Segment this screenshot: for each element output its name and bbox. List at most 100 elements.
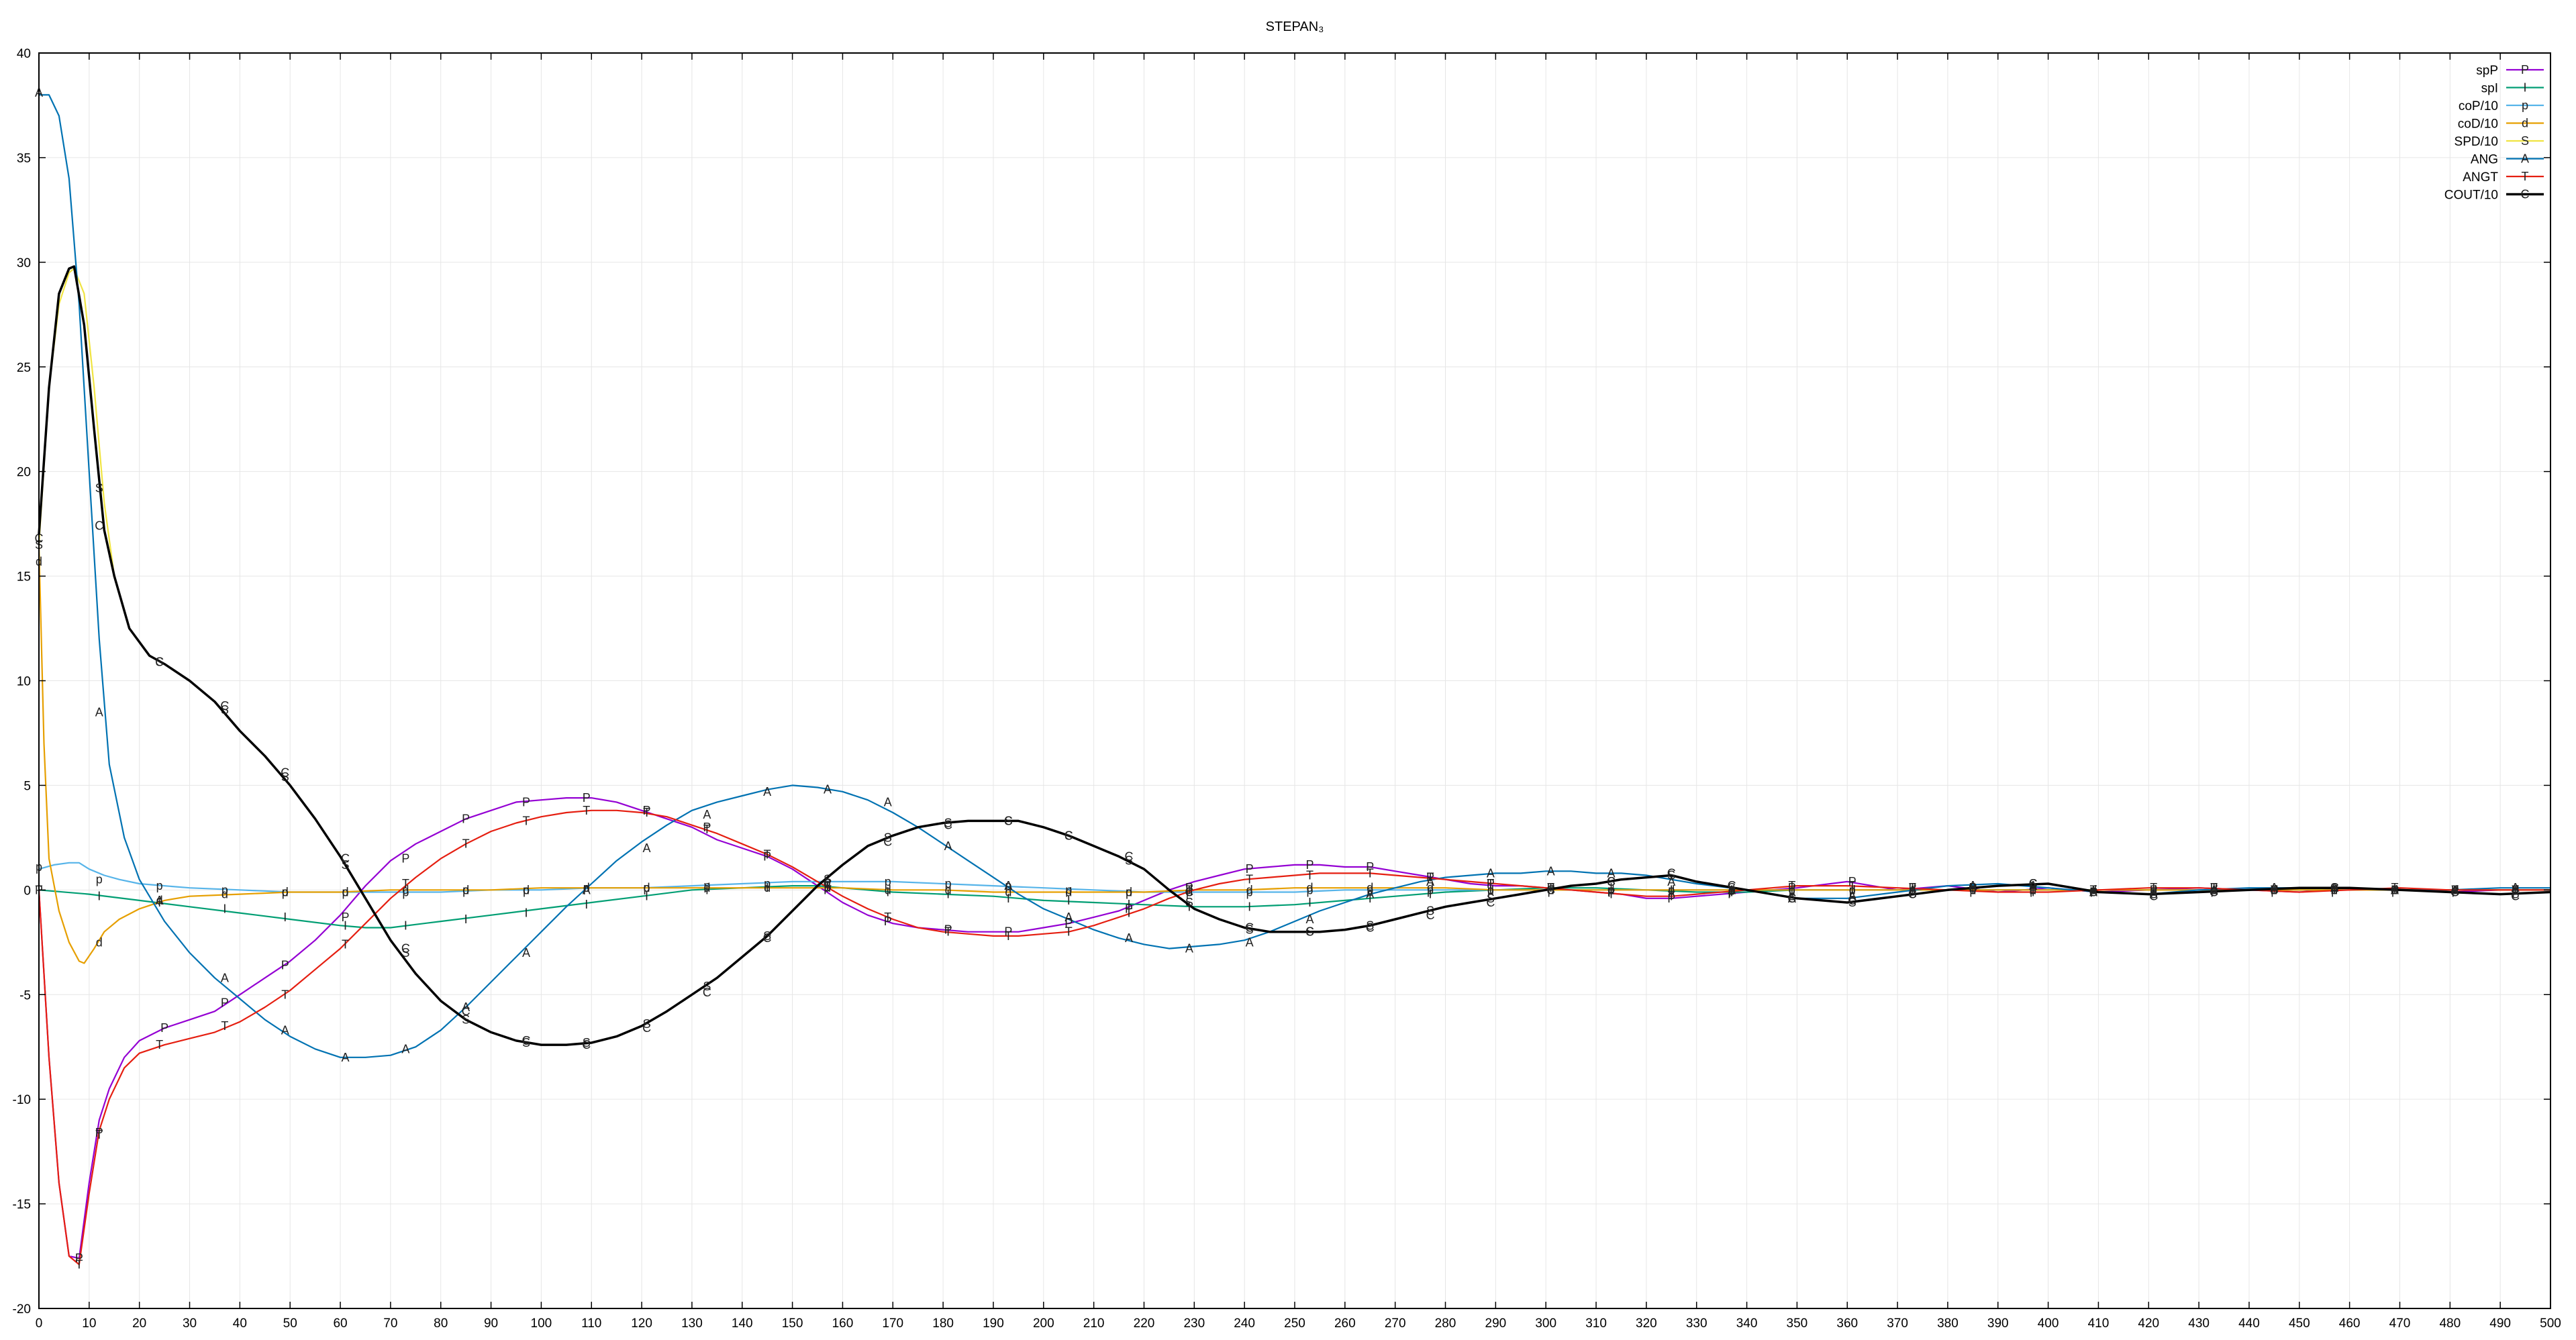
- x-tick-label: 200: [1033, 1317, 1054, 1331]
- series-marker-spp: P: [1909, 881, 1917, 894]
- series-marker-angt: T: [1246, 873, 1253, 886]
- series-marker-cop-10: p: [2150, 883, 2157, 896]
- series-marker-spd-10: S: [1487, 892, 1495, 905]
- x-tick-label: 120: [631, 1317, 652, 1331]
- series-marker-cop-10: p: [156, 879, 163, 892]
- x-tick-label: 270: [1385, 1317, 1406, 1331]
- x-tick-label: 40: [233, 1317, 247, 1331]
- chart-title: STEPAN₃: [1266, 19, 1324, 34]
- series-marker-spp: P: [703, 821, 711, 834]
- series-marker-cop-10: p: [1306, 883, 1313, 896]
- x-tick-label: 110: [581, 1317, 601, 1331]
- series-marker-ang: A: [1909, 883, 1917, 896]
- x-tick-label: 500: [2540, 1317, 2561, 1331]
- series-marker-angt: T: [281, 988, 289, 1001]
- series-marker-spd-10: S: [2270, 883, 2278, 896]
- series-marker-ang: A: [884, 795, 892, 809]
- series-marker-cop-10: p: [2452, 883, 2459, 896]
- series-marker-angt: T: [1547, 881, 1554, 894]
- series-marker-spp: P: [342, 911, 350, 924]
- series-marker-spi: I: [1609, 881, 1613, 894]
- series-marker-cod-10: d: [1487, 883, 1494, 896]
- series-marker-cout-10: C: [1185, 885, 1193, 898]
- series-marker-ang: A: [824, 783, 832, 796]
- series-marker-cop-10: p: [1910, 883, 1916, 896]
- series-marker-cod-10: d: [462, 883, 469, 896]
- y-axis-tick-labels: -20 -15 -10 -5 0 5 10 15 20 25 30 35 40: [13, 47, 31, 1317]
- series-marker-spi: I: [1369, 892, 1372, 905]
- series-marker-angt: T: [2391, 881, 2398, 894]
- series-marker-spd-10: S: [1064, 829, 1073, 842]
- series-marker-cod-10: d: [156, 894, 163, 907]
- series-marker-angt: T: [156, 1038, 163, 1051]
- series-marker-spd-10: S: [2391, 883, 2399, 896]
- legend-marker-spp: P: [2521, 63, 2529, 76]
- y-tick-label: 5: [23, 779, 31, 793]
- x-tick-label: 160: [832, 1317, 854, 1331]
- series-marker-spd-10: S: [944, 817, 952, 830]
- series-marker-cod-10: d: [2452, 883, 2459, 896]
- series-marker-spp: P: [1004, 925, 1012, 939]
- x-tick-label: 130: [681, 1317, 703, 1331]
- x-tick-label: 280: [1435, 1317, 1456, 1331]
- series-marker-cop-10: p: [1728, 883, 1735, 896]
- series-marker-cop-10: p: [1607, 883, 1614, 896]
- series-marker-spd-10: S: [522, 1036, 530, 1049]
- legend-label-spi: spI: [2481, 82, 2498, 96]
- series-marker-spd-10: S: [156, 655, 164, 668]
- series-marker-spi: I: [2453, 883, 2457, 896]
- series-marker-ang: A: [2270, 881, 2278, 894]
- series-marker-cod-10: d: [2211, 883, 2218, 896]
- series-marker-cop-10: p: [282, 885, 289, 898]
- series-marker-spi: I: [464, 913, 468, 926]
- series-marker-cout-10: C: [1607, 875, 1616, 888]
- series-marker-spd-10: S: [462, 1013, 470, 1027]
- x-tick-label: 410: [2088, 1317, 2110, 1331]
- series-marker-cout-10: C: [944, 819, 952, 832]
- series-marker-spi: I: [1308, 896, 1311, 909]
- series-marker-ang: A: [2029, 879, 2037, 892]
- series-marker-cop-10: p: [885, 875, 891, 888]
- series-marker-cod-10: d: [1306, 881, 1313, 894]
- series-marker-angt: T: [402, 877, 409, 890]
- series-marker-spd-10: S: [1547, 883, 1555, 896]
- series-marker-spi: I: [1187, 900, 1191, 913]
- series-marker-cout-10: C: [1787, 892, 1796, 905]
- y-tick-label: -15: [13, 1198, 31, 1212]
- series-marker-cop-10: p: [96, 873, 103, 886]
- series-marker-spp: P: [1969, 881, 1977, 894]
- series-marker-angt: T: [75, 1258, 83, 1272]
- series-marker-cop-10: p: [402, 885, 409, 898]
- x-tick-label: 470: [2389, 1317, 2411, 1331]
- series-marker-cod-10: d: [342, 885, 349, 898]
- series-marker-spd-10: S: [1305, 925, 1314, 939]
- series-marker-cout-10: C: [763, 931, 772, 945]
- series-marker-cop-10: p: [342, 885, 349, 898]
- series-marker-spp: P: [643, 804, 651, 817]
- x-tick-label: 310: [1585, 1317, 1607, 1331]
- x-tick-label: 170: [882, 1317, 903, 1331]
- series-marker-cout-10: C: [462, 1004, 470, 1018]
- x-tick-label: 480: [2439, 1317, 2461, 1331]
- series-marker-ang: A: [1064, 911, 1073, 924]
- series-marker-ang: A: [1185, 942, 1193, 956]
- legend-label-spd-10: SPD/10: [2455, 135, 2498, 149]
- series-marker-angt: T: [1065, 925, 1073, 939]
- series-marker-angt: T: [944, 925, 952, 939]
- series-marker-cod-10: d: [1126, 885, 1132, 898]
- series-marker-cod-10: d: [523, 883, 530, 896]
- series-marker-cod-10: d: [1607, 883, 1614, 896]
- series-marker-ang: A: [763, 785, 771, 798]
- x-tick-label: 440: [2238, 1317, 2260, 1331]
- series-marker-spi: I: [886, 885, 889, 898]
- series-marker-ang: A: [95, 705, 103, 719]
- series-marker-ang: A: [221, 971, 229, 984]
- series-marker-spp: P: [1064, 917, 1073, 930]
- series-marker-cop-10: p: [462, 883, 469, 896]
- series-marker-cod-10: d: [1789, 883, 1795, 896]
- series-marker-cod-10: d: [1969, 883, 1976, 896]
- series-marker-cod-10: d: [96, 935, 103, 949]
- series-marker-spp: P: [1487, 877, 1495, 890]
- series-marker-spd-10: S: [221, 703, 229, 717]
- series-marker-angt: T: [2210, 881, 2218, 894]
